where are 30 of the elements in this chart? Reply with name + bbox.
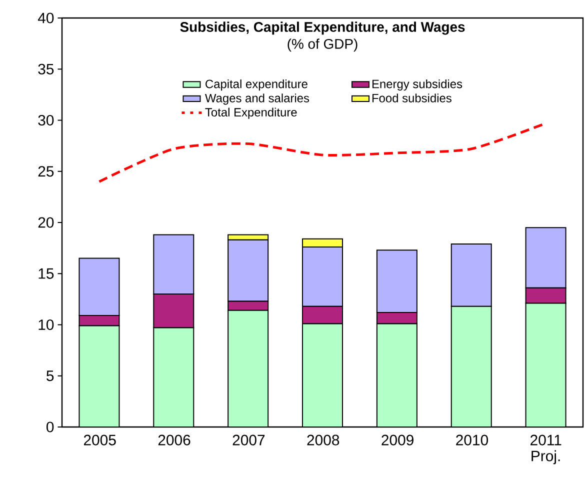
bar <box>302 323 344 427</box>
y-tick-label: 40 <box>38 12 54 24</box>
bar <box>78 325 120 427</box>
x-tick-label: 2010 <box>456 434 488 446</box>
bar <box>376 323 418 427</box>
y-tick-label: 15 <box>38 268 54 279</box>
x-tick-label: 2005 <box>84 434 116 446</box>
bar <box>228 310 269 427</box>
x-tick-label: 2008 <box>307 434 340 446</box>
x-tick-label: 2006 <box>158 434 190 446</box>
y-tick-label: 30 <box>38 114 54 126</box>
y-tick-label: 0 <box>46 422 54 432</box>
x-tick-label: 2011 Proj. <box>530 434 562 464</box>
legend-label: Food subsidies <box>372 94 452 102</box>
bar <box>450 306 492 427</box>
bar <box>153 327 194 427</box>
y-tick-label: 25 <box>38 166 54 177</box>
x-tick-label: 2007 <box>232 434 265 446</box>
bar <box>525 302 566 427</box>
chart-title: Subsidies, Capital Expenditure, and Wages <box>180 22 465 35</box>
legend-label: Total Expenditure <box>205 108 297 119</box>
y-tick-label: 35 <box>38 64 54 74</box>
legend-label: Energy subsidies <box>372 79 462 91</box>
text: (% of GDP) <box>288 38 358 52</box>
y-tick-label: 20 <box>38 217 54 228</box>
y-tick-label: 5 <box>46 370 54 382</box>
legend-label: Wages and salaries <box>205 94 310 105</box>
x-tick-label: 2009 <box>382 434 414 446</box>
legend-label: Capital expenditure <box>206 79 308 91</box>
y-tick-label: 10 <box>38 319 54 330</box>
